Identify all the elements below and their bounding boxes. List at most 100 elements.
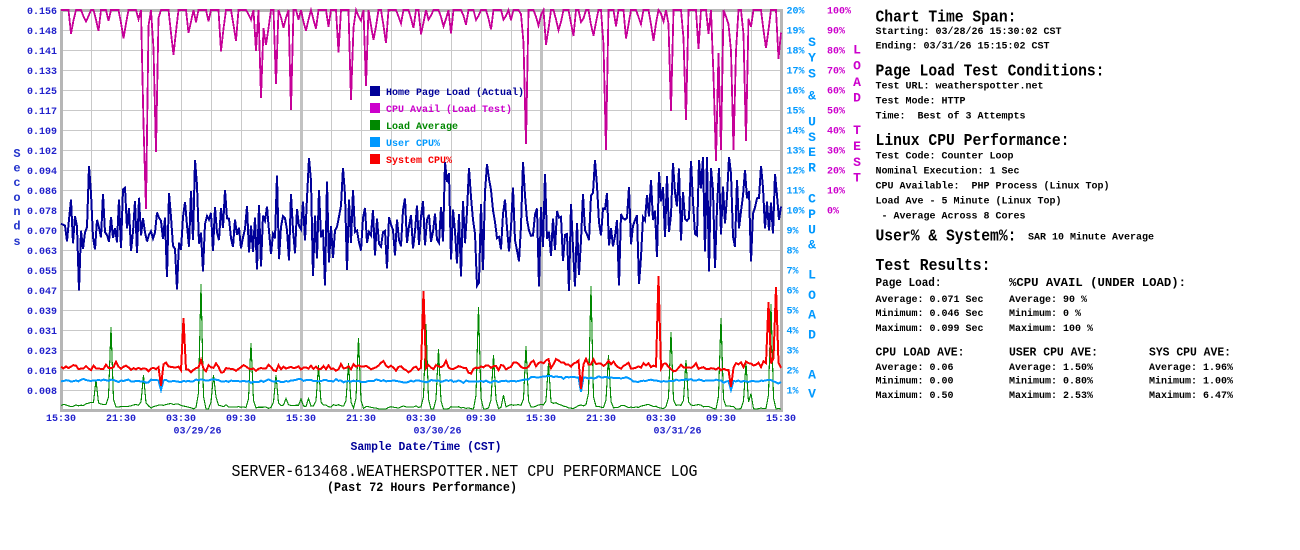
svg-text:10%: 10% bbox=[787, 207, 805, 218]
svg-text:0.008: 0.008 bbox=[27, 387, 57, 398]
svg-text:1%: 1% bbox=[787, 387, 799, 398]
svg-text:15:30: 15:30 bbox=[286, 414, 316, 425]
svg-text:0.031: 0.031 bbox=[27, 327, 57, 338]
svg-text:CPU Avail (Load Test): CPU Avail (Load Test) bbox=[386, 104, 512, 116]
svg-text:18%: 18% bbox=[787, 47, 805, 58]
svg-text:o: o bbox=[13, 191, 20, 205]
svg-text:(Past 72 Hours Performance): (Past 72 Hours Performance) bbox=[327, 480, 517, 495]
svg-text:20%: 20% bbox=[827, 167, 845, 178]
svg-text:U: U bbox=[808, 223, 816, 238]
svg-text:Average: 1.50%: Average: 1.50% bbox=[1009, 363, 1093, 374]
svg-text:5%: 5% bbox=[787, 307, 799, 318]
svg-text:8%: 8% bbox=[787, 247, 799, 258]
svg-text:Minimum: 0 %: Minimum: 0 % bbox=[1009, 308, 1081, 320]
svg-text:Test Results:: Test Results: bbox=[876, 256, 991, 275]
svg-text:Average: 90 %: Average: 90 % bbox=[1009, 295, 1087, 306]
svg-text:System CPU%: System CPU% bbox=[386, 156, 452, 167]
svg-text:CPU Available: PHP Process (L: CPU Available: PHP Process (Linux Top) bbox=[876, 181, 1110, 193]
svg-text:O: O bbox=[808, 288, 816, 303]
svg-text:0.039: 0.039 bbox=[27, 307, 57, 318]
svg-text:USER CPU AVE:: USER CPU AVE: bbox=[1009, 346, 1098, 360]
svg-text:d: d bbox=[13, 220, 20, 234]
svg-text:0.109: 0.109 bbox=[27, 127, 57, 138]
svg-text:Page Load:: Page Load: bbox=[876, 276, 942, 290]
svg-text:0.148: 0.148 bbox=[27, 27, 57, 38]
svg-text:03/29/26: 03/29/26 bbox=[173, 426, 221, 438]
svg-text:Nominal Execution: 1 Sec: Nominal Execution: 1 Sec bbox=[876, 166, 1020, 178]
svg-text:13%: 13% bbox=[787, 147, 805, 158]
svg-text:Minimum: 0.046 Sec: Minimum: 0.046 Sec bbox=[876, 308, 984, 320]
svg-text:2%: 2% bbox=[787, 367, 799, 378]
svg-text:11%: 11% bbox=[787, 187, 805, 198]
svg-text:Load Ave - 5 Minute (Linux Top: Load Ave - 5 Minute (Linux Top) bbox=[876, 196, 1062, 208]
svg-text:0.141: 0.141 bbox=[27, 47, 57, 58]
svg-text:03:30: 03:30 bbox=[646, 414, 676, 425]
svg-text:E: E bbox=[808, 145, 816, 160]
svg-text:10%: 10% bbox=[827, 187, 845, 198]
svg-text:Starting: 03/28/26 15:30:02 CS: Starting: 03/28/26 15:30:02 CST bbox=[876, 26, 1062, 38]
svg-text:0.102: 0.102 bbox=[27, 147, 57, 158]
svg-text:0.125: 0.125 bbox=[27, 87, 57, 98]
svg-text:0.078: 0.078 bbox=[27, 207, 57, 218]
svg-text:6%: 6% bbox=[787, 287, 799, 298]
svg-text:Time: Best of 3 Attempts: Time: Best of 3 Attempts bbox=[876, 111, 1026, 123]
svg-text:D: D bbox=[808, 328, 816, 343]
svg-text:70%: 70% bbox=[827, 67, 845, 78]
svg-text:21:30: 21:30 bbox=[586, 414, 616, 425]
svg-text:Home Page Load (Actual): Home Page Load (Actual) bbox=[386, 87, 524, 99]
svg-text:Maximum: 0.099 Sec: Maximum: 0.099 Sec bbox=[876, 323, 984, 335]
svg-text:P: P bbox=[808, 207, 816, 222]
svg-text:Page Load Test Conditions:: Page Load Test Conditions: bbox=[876, 62, 1105, 81]
svg-text:Chart Time Span:: Chart Time Span: bbox=[876, 8, 1017, 27]
svg-text:S: S bbox=[808, 35, 816, 50]
svg-text:21:30: 21:30 bbox=[346, 414, 376, 425]
svg-text:E: E bbox=[853, 139, 861, 154]
svg-text:40%: 40% bbox=[827, 127, 845, 138]
svg-text:C: C bbox=[808, 192, 816, 207]
svg-text:R: R bbox=[808, 161, 816, 176]
svg-text:A: A bbox=[808, 368, 816, 383]
svg-text:&: & bbox=[808, 89, 816, 104]
svg-text:Linux CPU Performance:: Linux CPU Performance: bbox=[876, 131, 1070, 150]
svg-text:0.055: 0.055 bbox=[27, 267, 57, 278]
svg-text:Y: Y bbox=[808, 51, 816, 66]
svg-text:D: D bbox=[853, 91, 861, 106]
svg-text:S: S bbox=[808, 130, 816, 145]
svg-text:15:30: 15:30 bbox=[526, 414, 556, 425]
svg-text:0.133: 0.133 bbox=[27, 67, 57, 78]
svg-text:Average: 0.071 Sec: Average: 0.071 Sec bbox=[876, 295, 984, 306]
svg-text:S: S bbox=[853, 155, 861, 170]
svg-text:- Average Across 8 Cores: - Average Across 8 Cores bbox=[876, 212, 1026, 223]
svg-text:Minimum: 1.00%: Minimum: 1.00% bbox=[1149, 376, 1233, 388]
svg-text:Maximum: 100 %: Maximum: 100 % bbox=[1009, 323, 1093, 335]
svg-text:0.117: 0.117 bbox=[27, 107, 57, 118]
svg-text:30%: 30% bbox=[827, 147, 845, 158]
svg-text:Maximum: 0.50: Maximum: 0.50 bbox=[876, 390, 954, 402]
svg-text:A: A bbox=[808, 308, 816, 323]
svg-text:03/31/26: 03/31/26 bbox=[653, 426, 701, 438]
svg-text:09:30: 09:30 bbox=[226, 414, 256, 425]
svg-text:S: S bbox=[13, 147, 20, 161]
svg-text:V: V bbox=[808, 387, 816, 402]
svg-text:03/30/26: 03/30/26 bbox=[413, 426, 461, 438]
svg-text:0.023: 0.023 bbox=[27, 347, 57, 358]
svg-text:0.063: 0.063 bbox=[27, 247, 57, 258]
svg-text:&: & bbox=[808, 238, 816, 253]
svg-text:User CPU%: User CPU% bbox=[386, 139, 440, 150]
svg-text:O: O bbox=[853, 59, 861, 74]
svg-text:Test Code: Counter Loop: Test Code: Counter Loop bbox=[876, 151, 1014, 163]
svg-text:9%: 9% bbox=[787, 227, 799, 238]
svg-text:0.016: 0.016 bbox=[27, 367, 57, 378]
svg-text:Maximum: 6.47%: Maximum: 6.47% bbox=[1149, 390, 1233, 402]
svg-text:User% & System%:: User% & System%: bbox=[876, 226, 1017, 245]
svg-text:0.047: 0.047 bbox=[27, 287, 57, 298]
svg-text:15%: 15% bbox=[787, 107, 805, 118]
svg-text:60%: 60% bbox=[827, 87, 845, 98]
svg-text:T: T bbox=[853, 171, 861, 186]
svg-text:Test URL: weatherspotter.net: Test URL: weatherspotter.net bbox=[876, 81, 1044, 93]
svg-text:03:30: 03:30 bbox=[166, 414, 196, 425]
svg-text:0.070: 0.070 bbox=[27, 227, 57, 238]
svg-text:3%: 3% bbox=[787, 347, 799, 358]
svg-text:15:30: 15:30 bbox=[46, 414, 76, 425]
svg-text:Ending: 03/31/26 15:15:02 CST: Ending: 03/31/26 15:15:02 CST bbox=[876, 41, 1050, 53]
